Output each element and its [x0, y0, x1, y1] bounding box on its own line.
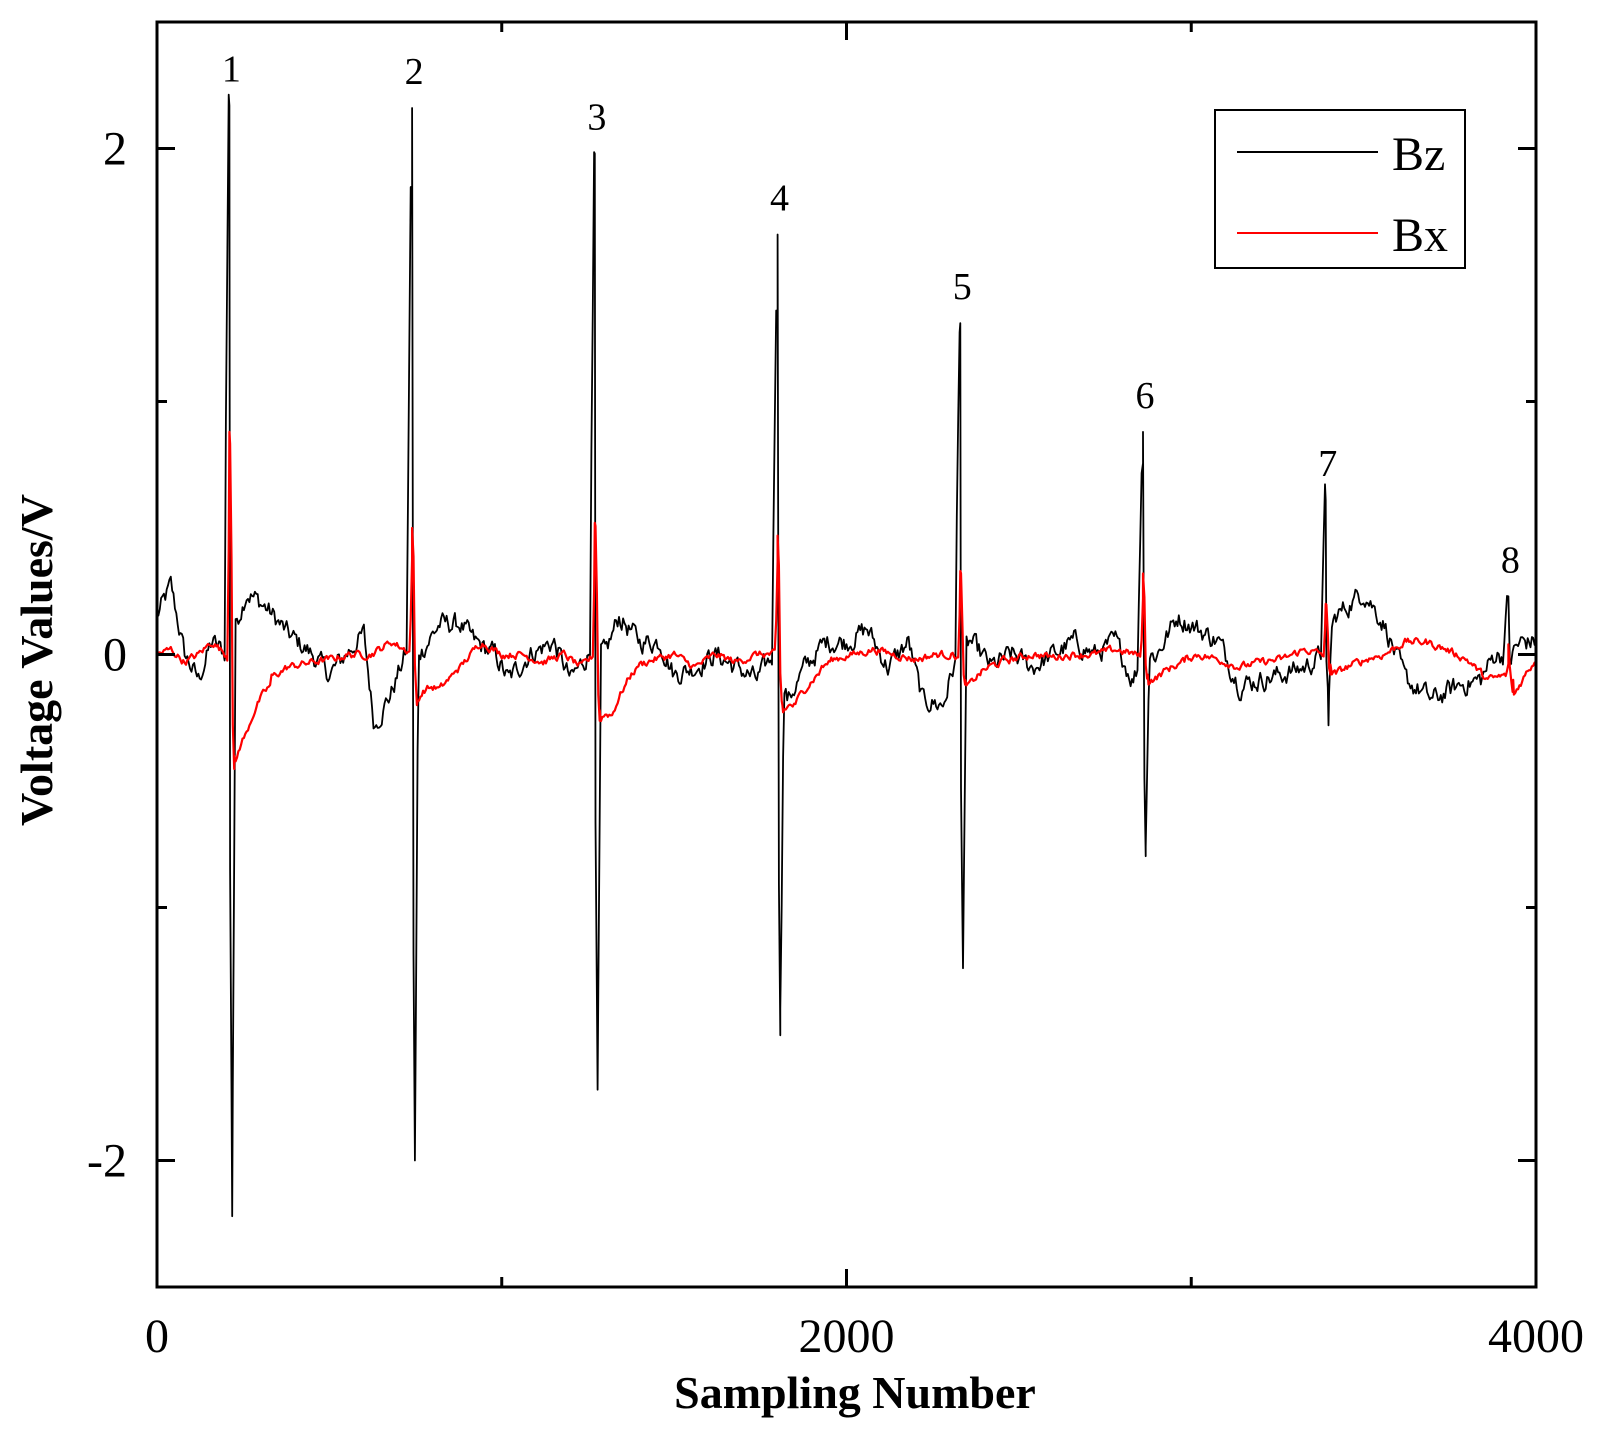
y-axis-title: Voltage Values/V: [11, 494, 62, 826]
y-tick-label: -2: [87, 1135, 127, 1188]
x-tick-label: 2000: [799, 1310, 895, 1363]
peak-label-8: 8: [1501, 539, 1520, 581]
peak-label-7: 7: [1318, 443, 1337, 485]
plot-area: [156, 93, 1537, 1218]
x-tick-label: 4000: [1488, 1310, 1584, 1363]
peak-label-4: 4: [770, 178, 789, 220]
legend-label-bz: Bz: [1392, 128, 1445, 181]
peak-label-2: 2: [405, 51, 424, 93]
tick-labels: 0 2000 4000 2 0 -2: [87, 123, 1584, 1364]
peak-label-6: 6: [1135, 375, 1154, 417]
legend: Bz Bx: [1214, 109, 1466, 269]
legend-box: [1214, 109, 1466, 269]
peak-label-3: 3: [587, 97, 606, 139]
x-axis-title: Sampling Number: [674, 1367, 1036, 1418]
y-tick-label: 0: [103, 629, 127, 682]
peak-labels: 1 2 3 4 5 6 7 8: [222, 48, 1520, 581]
y-tick-label: 2: [103, 123, 127, 176]
axes: [155, 20, 1538, 1289]
series-line-bz: [156, 93, 1537, 1218]
legend-label-bx: Bx: [1392, 209, 1448, 262]
x-tick-label: 0: [145, 1310, 169, 1363]
peak-label-5: 5: [953, 266, 972, 308]
series-line-bx: [156, 430, 1537, 771]
peak-label-1: 1: [222, 48, 241, 90]
